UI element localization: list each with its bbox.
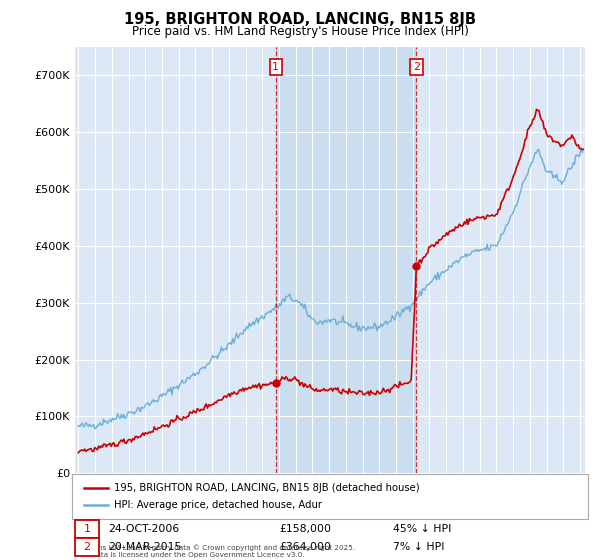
Text: HPI: Average price, detached house, Adur: HPI: Average price, detached house, Adur [114, 500, 322, 510]
Text: £158,000: £158,000 [279, 524, 331, 534]
Text: 24-OCT-2006: 24-OCT-2006 [108, 524, 179, 534]
Text: 2: 2 [83, 542, 91, 552]
Text: Price paid vs. HM Land Registry's House Price Index (HPI): Price paid vs. HM Land Registry's House … [131, 25, 469, 38]
Text: 2: 2 [413, 62, 420, 72]
Text: 20-MAR-2015: 20-MAR-2015 [108, 542, 181, 552]
Text: Contains HM Land Registry data © Crown copyright and database right 2025.
This d: Contains HM Land Registry data © Crown c… [75, 544, 355, 558]
Text: £364,000: £364,000 [279, 542, 331, 552]
Text: 195, BRIGHTON ROAD, LANCING, BN15 8JB: 195, BRIGHTON ROAD, LANCING, BN15 8JB [124, 12, 476, 27]
Bar [276, 47, 416, 473]
Text: 195, BRIGHTON ROAD, LANCING, BN15 8JB (detached house): 195, BRIGHTON ROAD, LANCING, BN15 8JB (d… [114, 483, 419, 493]
Text: 1: 1 [83, 524, 91, 534]
Text: 1: 1 [272, 62, 280, 72]
Text: 7% ↓ HPI: 7% ↓ HPI [393, 542, 445, 552]
Text: 45% ↓ HPI: 45% ↓ HPI [393, 524, 451, 534]
